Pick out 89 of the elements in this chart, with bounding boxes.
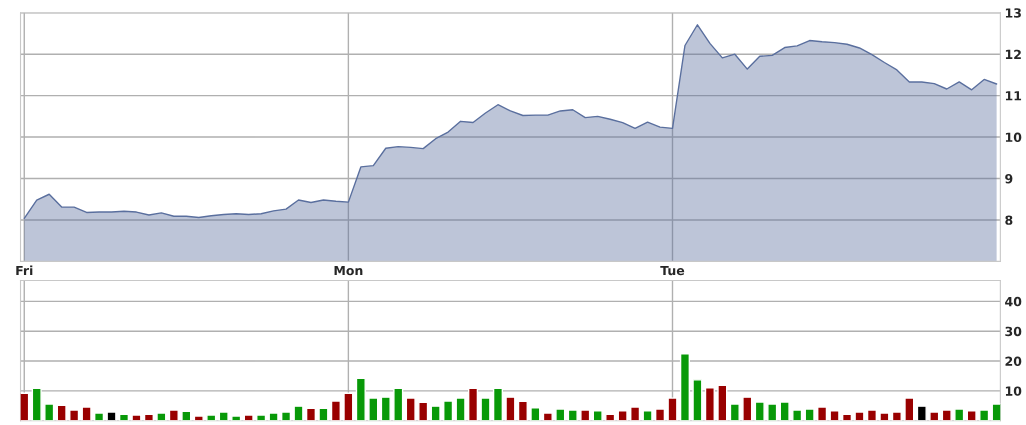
bar: [143, 413, 154, 421]
x-tick-label: Fri: [16, 265, 33, 276]
bar: [542, 412, 553, 421]
bar: [916, 405, 927, 421]
bar: [280, 411, 292, 421]
bar: [966, 410, 977, 421]
bar: [393, 387, 404, 421]
bar: [268, 412, 279, 421]
bar: [69, 409, 80, 421]
bar: [467, 387, 479, 421]
bar: [430, 405, 441, 421]
bar: [118, 413, 130, 421]
bar: [81, 406, 92, 421]
bar: [131, 414, 142, 421]
y-tick-label: 11: [1005, 91, 1022, 101]
bar: [904, 397, 915, 421]
y-tick-label: 20: [1005, 356, 1022, 366]
bar: [106, 411, 117, 421]
y-tick-label: 8: [1005, 215, 1013, 225]
bar: [642, 410, 653, 421]
bar: [505, 396, 516, 421]
bar: [330, 400, 341, 421]
bar: [754, 401, 765, 421]
bar: [243, 414, 254, 421]
bar: [804, 408, 815, 421]
bar: [93, 412, 105, 421]
bar: [418, 401, 429, 421]
bar: [729, 403, 740, 421]
bar: [218, 411, 229, 421]
bar: [193, 415, 204, 421]
bar: [841, 413, 853, 421]
y-tick-label: 13: [1005, 8, 1021, 18]
bar: [293, 405, 304, 421]
bar: [742, 396, 753, 421]
bar: [679, 353, 691, 421]
bar: [941, 409, 952, 421]
x-tick-label: Mon: [334, 265, 363, 276]
bar: [654, 408, 666, 421]
bar: [567, 409, 578, 421]
bar: [929, 411, 940, 421]
bar: [318, 407, 329, 421]
y-tick-label: 40: [1005, 296, 1022, 307]
bar: [954, 408, 965, 421]
bar: [866, 409, 878, 421]
bar: [56, 404, 67, 421]
bar: [517, 400, 528, 421]
x-tick-label: Tue: [660, 265, 685, 276]
bar: [405, 397, 416, 421]
bar: [368, 397, 379, 421]
bar: [767, 403, 778, 421]
bar: [779, 401, 790, 421]
bar: [617, 410, 628, 421]
bar: [355, 377, 366, 421]
y-tick-label: 10: [1005, 386, 1022, 396]
bar: [592, 410, 603, 421]
bar: [530, 407, 541, 421]
bar: [256, 414, 267, 421]
bar: [305, 407, 317, 421]
bar: [480, 397, 491, 421]
bar: [455, 397, 466, 421]
bar: [704, 387, 715, 421]
y-tick-label: 30: [1005, 326, 1022, 337]
bar: [555, 408, 566, 421]
bar: [792, 409, 803, 421]
bar: [717, 384, 728, 421]
bar: [31, 387, 42, 421]
bar: [492, 387, 504, 421]
bar: [879, 412, 890, 421]
bar: [692, 379, 703, 421]
bar: [817, 406, 828, 421]
y-tick-label: 12: [1005, 49, 1021, 59]
bar: [206, 414, 217, 421]
bar: [979, 409, 990, 421]
y-tick-label: 9: [1005, 173, 1013, 184]
bar: [891, 411, 902, 421]
bar: [443, 400, 454, 421]
bar: [630, 406, 641, 421]
bar: [580, 409, 591, 421]
bar: [231, 415, 242, 421]
bar: [380, 396, 391, 421]
bar: [343, 392, 354, 421]
bar: [605, 413, 616, 421]
bar: [854, 411, 865, 421]
bar: [44, 403, 55, 421]
y-tick-label: 10: [1005, 132, 1022, 142]
bar: [168, 409, 179, 421]
bar: [156, 412, 167, 421]
bar: [667, 397, 678, 421]
bar: [829, 410, 840, 421]
